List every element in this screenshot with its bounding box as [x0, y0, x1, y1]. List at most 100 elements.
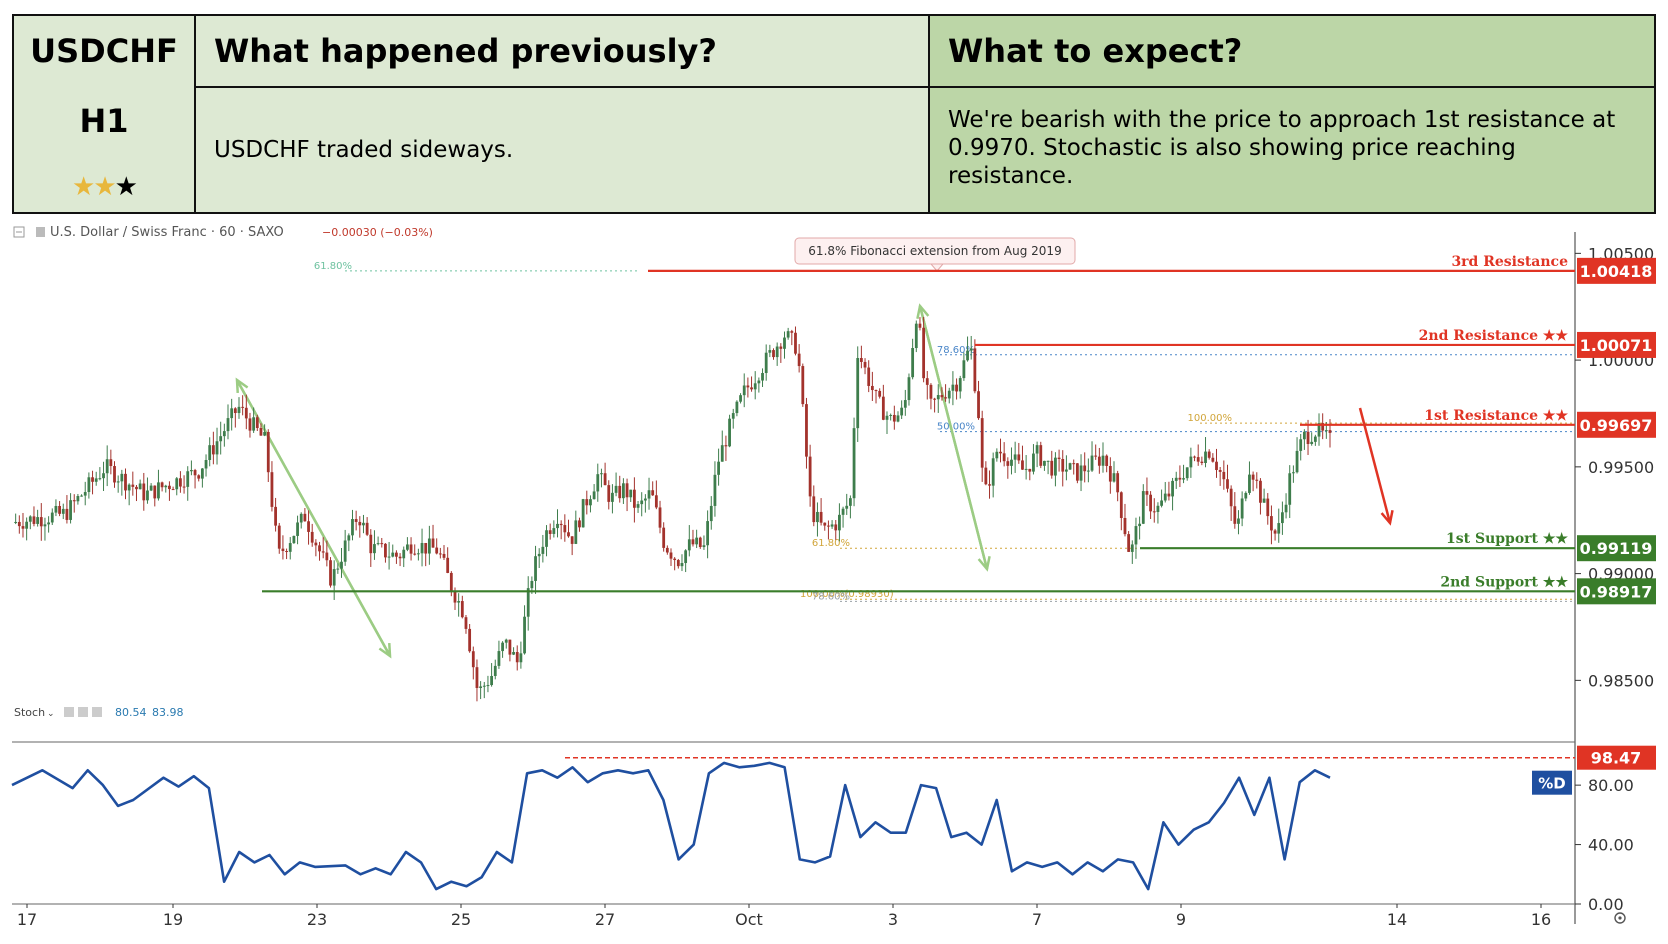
candle-body: [955, 384, 958, 392]
candle-body: [892, 414, 896, 422]
candle-body: [918, 323, 922, 328]
collapse-icon[interactable]: [13, 226, 25, 238]
fib-label: 78.60%: [937, 345, 975, 356]
candle-body: [292, 535, 296, 544]
arrow-line-head: [916, 303, 930, 319]
candle-body: [442, 553, 446, 558]
candle-body: [607, 485, 611, 502]
star-icon: ★: [93, 172, 116, 202]
candle-body: [471, 651, 475, 668]
fib-label: 61.80%: [314, 261, 352, 272]
candle-body: [611, 492, 614, 502]
candle-body: [131, 484, 135, 487]
settings-icon[interactable]: [78, 707, 88, 717]
candle-body: [457, 601, 461, 603]
candle-body: [47, 522, 51, 525]
stoch-legend[interactable]: Stoch ⌄ 80.54 83.98: [14, 706, 184, 719]
candle-body: [65, 508, 69, 520]
candle-body: [702, 545, 706, 548]
candle-body: [475, 667, 479, 689]
candle-body: [589, 499, 592, 506]
time-tick-label: 19: [163, 910, 183, 929]
candle-body: [640, 500, 644, 505]
candle-body: [830, 524, 834, 527]
candle-body: [852, 428, 856, 499]
candle-body: [556, 523, 559, 529]
candle-body: [314, 542, 318, 546]
candle-body: [325, 552, 329, 561]
candle-body: [508, 639, 512, 655]
candle-body: [739, 395, 742, 402]
candle-body: [175, 478, 179, 490]
candle-body: [1068, 463, 1072, 470]
candle-body: [1050, 460, 1054, 476]
candle-body: [823, 522, 827, 526]
candle-body: [523, 616, 526, 654]
candle-body: [977, 391, 980, 419]
candle-body: [988, 484, 991, 486]
candle-body: [1061, 459, 1065, 472]
candle-body: [226, 418, 230, 432]
candle-body: [270, 472, 274, 507]
candle-body: [329, 560, 332, 586]
candle-body: [204, 460, 208, 469]
candle-body: [1013, 454, 1017, 460]
candle-body: [1255, 479, 1259, 481]
fib-label: 61.80%: [812, 538, 850, 549]
candle-body: [336, 568, 340, 570]
candle-body: [142, 483, 146, 501]
candle-body: [1090, 455, 1094, 471]
candle-body: [911, 348, 915, 378]
candle-body: [1171, 480, 1174, 497]
price-chart[interactable]: U.S. Dollar / Swiss Franc · 60 · SAXO −0…: [0, 218, 1668, 942]
candle-body: [1288, 473, 1292, 505]
previous-title: What happened previously?: [214, 32, 717, 70]
candle-body: [757, 380, 761, 384]
candle-body: [1302, 431, 1306, 440]
expect-header-cell: What to expect?: [930, 16, 1654, 88]
candle-body: [318, 545, 321, 552]
candle-body: [274, 506, 277, 526]
level-price-tag: [1577, 411, 1656, 438]
candle-body: [545, 530, 548, 547]
candle-body: [867, 367, 871, 386]
chevron-down-icon[interactable]: ⌄: [47, 709, 55, 719]
gear-icon[interactable]: [1614, 912, 1626, 924]
time-tick-label: 7: [1032, 910, 1042, 929]
candle-body: [812, 496, 816, 523]
candle-body: [215, 441, 219, 455]
candle-body: [449, 572, 453, 592]
candle-body: [25, 521, 29, 529]
candle-body: [728, 418, 731, 447]
candle-body: [310, 531, 314, 543]
candle-body: [182, 486, 186, 488]
stoch-level-label: 98.47: [1591, 749, 1642, 768]
instrument-legend[interactable]: U.S. Dollar / Swiss Franc · 60 · SAXO −0…: [13, 225, 433, 240]
eye-icon[interactable]: [64, 707, 74, 717]
annotation-text: 61.8% Fibonacci extension from Aug 2019: [808, 244, 1061, 258]
candle-body: [179, 478, 182, 487]
level-price-label: 0.99119: [1580, 539, 1653, 558]
candle-body: [39, 517, 43, 527]
candle-body: [1119, 492, 1123, 518]
candle-body: [753, 383, 757, 390]
arrow-line: [235, 379, 392, 657]
candle-body: [1032, 453, 1035, 472]
candle-body: [376, 543, 380, 545]
time-tick-label: 27: [595, 910, 615, 929]
candle-body: [1321, 423, 1325, 431]
arrow-line: [918, 305, 989, 570]
candle-body: [1222, 471, 1226, 480]
candle-body: [1130, 544, 1134, 552]
candle-body: [1097, 456, 1101, 466]
candle-body: [384, 543, 387, 558]
candle-body: [530, 580, 534, 589]
candle-body: [1017, 454, 1021, 461]
candle-body: [1101, 455, 1105, 466]
candle-body: [958, 378, 962, 392]
candle-body: [874, 390, 878, 392]
candle-body: [54, 505, 58, 513]
stoch-d-tag: [1532, 770, 1572, 795]
close-icon[interactable]: [92, 707, 102, 717]
candle-body: [501, 642, 504, 652]
